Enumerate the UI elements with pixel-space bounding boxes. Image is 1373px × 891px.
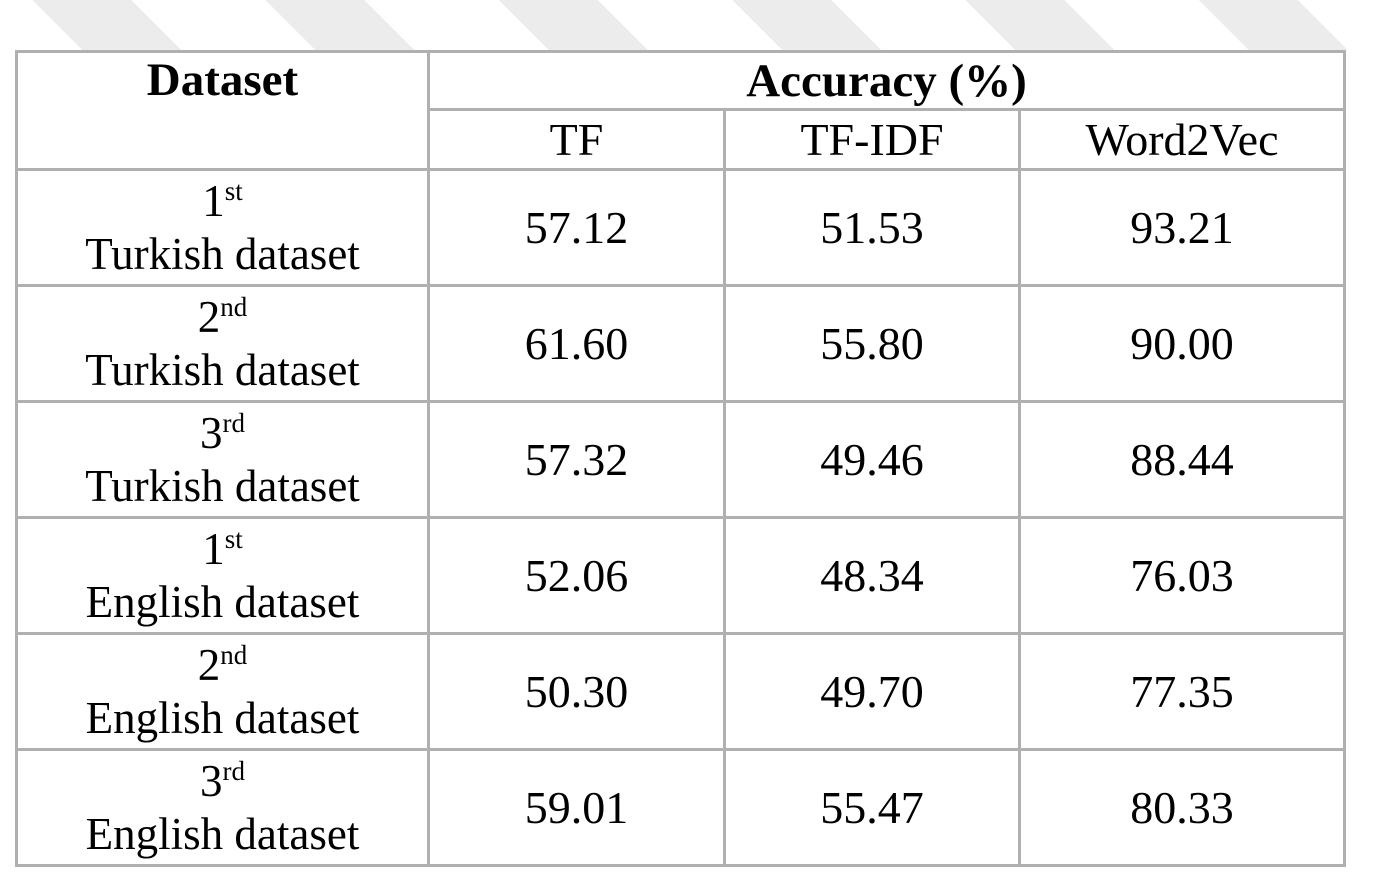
dataset-cell: 2nd Turkish dataset xyxy=(15,284,430,403)
table-row: 1st Turkish dataset 57.12 51.53 93.21 xyxy=(15,168,1347,287)
accuracy-group-header: Accuracy (%) xyxy=(426,50,1347,111)
dataset-column-header: Dataset xyxy=(15,50,430,171)
table-row: 1st English dataset 52.06 48.34 76.03 xyxy=(15,516,1347,635)
dataset-label: English dataset xyxy=(85,808,360,859)
ordinal-number: 3 xyxy=(200,755,223,806)
ordinal-suffix: rd xyxy=(222,755,246,786)
ordinal-suffix: st xyxy=(224,523,243,554)
method-header-tf-idf: TF-IDF xyxy=(723,108,1021,171)
dataset-cell: 3rd English dataset xyxy=(15,748,430,867)
tf-idf-value-cell: 48.34 xyxy=(723,516,1021,635)
ordinal-number: 2 xyxy=(197,639,221,690)
ordinal-number: 1 xyxy=(202,523,225,574)
tf-value-cell: 57.32 xyxy=(427,400,726,519)
word2vec-value-cell: 80.33 xyxy=(1017,748,1347,867)
word2vec-value-cell: 76.03 xyxy=(1017,516,1347,635)
tf-idf-value-cell: 51.53 xyxy=(723,168,1021,287)
word2vec-value-cell: 77.35 xyxy=(1017,632,1347,751)
tf-idf-value-cell: 49.70 xyxy=(723,632,1021,751)
dataset-cell: 3rd Turkish dataset xyxy=(15,400,430,519)
dataset-label: Turkish dataset xyxy=(85,228,360,279)
header-row-methods: TF TF-IDF Word2Vec xyxy=(17,108,1347,171)
tf-idf-value-cell: 55.80 xyxy=(723,284,1021,403)
table-row: 3rd Turkish dataset 57.32 49.46 88.44 xyxy=(15,400,1347,519)
tf-value-cell: 61.60 xyxy=(427,284,726,403)
header-row-top: Dataset Accuracy (%) xyxy=(15,50,1347,171)
tf-value-cell: 59.01 xyxy=(427,748,726,867)
table-row: 2nd English dataset 50.30 49.70 77.35 xyxy=(15,632,1347,751)
dataset-label: English dataset xyxy=(85,692,360,743)
dataset-cell: 1st Turkish dataset xyxy=(15,168,430,287)
ordinal-suffix: nd xyxy=(220,291,248,322)
dataset-label: Turkish dataset xyxy=(85,460,360,511)
dataset-label: Turkish dataset xyxy=(85,344,360,395)
dataset-label: English dataset xyxy=(85,576,360,627)
ordinal-number: 2 xyxy=(197,291,221,342)
ordinal-suffix: st xyxy=(224,175,243,206)
word2vec-value-cell: 90.00 xyxy=(1017,284,1347,403)
tf-idf-value-cell: 55.47 xyxy=(723,748,1021,867)
ordinal-number: 1 xyxy=(202,175,225,226)
watermark-stripes xyxy=(0,0,1373,50)
word2vec-value-cell: 88.44 xyxy=(1017,400,1347,519)
word2vec-value-cell: 93.21 xyxy=(1017,168,1347,287)
method-header-tf: TF xyxy=(427,108,726,171)
tf-idf-value-cell: 49.46 xyxy=(723,400,1021,519)
dataset-cell: 2nd English dataset xyxy=(15,632,430,751)
tf-value-cell: 57.12 xyxy=(427,168,726,287)
ordinal-suffix: rd xyxy=(222,407,246,438)
ordinal-number: 3 xyxy=(200,407,223,458)
table-row: 3rd English dataset 59.01 55.47 80.33 xyxy=(15,748,1347,867)
tf-value-cell: 50.30 xyxy=(427,632,726,751)
method-header-word2vec: Word2Vec xyxy=(1017,108,1347,171)
tf-value-cell: 52.06 xyxy=(427,516,726,635)
results-table: Dataset Accuracy (%) TF TF-IDF Word2Vec … xyxy=(15,50,1347,867)
dataset-cell: 1st English dataset xyxy=(15,516,430,635)
ordinal-suffix: nd xyxy=(220,639,248,670)
table-row: 2nd Turkish dataset 61.60 55.80 90.00 xyxy=(15,284,1347,403)
